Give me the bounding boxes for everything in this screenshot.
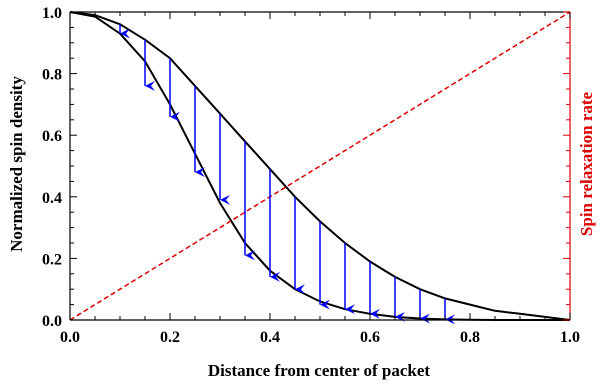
- right-axis-title: Spin relaxation rate: [577, 91, 596, 236]
- y-axis-title: Normalized spin density: [7, 76, 26, 252]
- plot-area: [69, 11, 571, 325]
- x-tick-label: 0.0: [60, 329, 80, 346]
- y-tick-label: 0.8: [42, 67, 62, 84]
- x-tick-label: 0.4: [260, 329, 280, 346]
- y-tick-label: 0.4: [42, 190, 62, 207]
- y-tick-label: 0.6: [42, 128, 62, 145]
- x-tick-label: 0.2: [160, 329, 180, 346]
- density-curve-1: [69, 11, 571, 321]
- x-tick-label: 1.0: [560, 329, 580, 346]
- relaxation-rate-line: [69, 11, 571, 321]
- y-tick-label: 0.2: [42, 251, 62, 268]
- y-tick-label: 0.0: [42, 313, 62, 330]
- y-tick-label: 1.0: [42, 5, 62, 22]
- x-tick-label: 0.8: [460, 329, 480, 346]
- x-axis-title: Distance from center of packet: [208, 361, 431, 380]
- axes: 0.0 0.2 0.4 0.6 0.8 1.0 0.0 0.2 0.4 0.6 0.8 1.0: [42, 5, 580, 346]
- x-tick-label: 0.6: [360, 329, 380, 346]
